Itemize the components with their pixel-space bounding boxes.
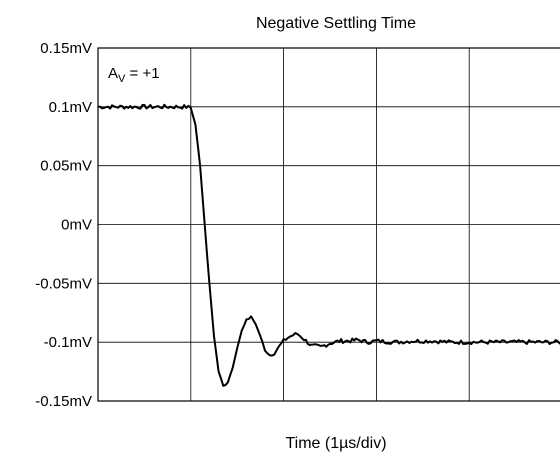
gain-annotation: AV = +1 xyxy=(108,65,160,85)
y-tick-label: 0.05mV xyxy=(40,158,92,175)
y-tick-label: -0.1mV xyxy=(44,334,92,351)
y-tick-label: 0.1mV xyxy=(49,99,92,116)
y-tick-label: 0.15mV xyxy=(40,40,92,57)
grid-lines xyxy=(98,48,560,401)
y-tick-label: 0mV xyxy=(61,217,92,234)
y-tick-label: -0.05mV xyxy=(35,275,92,292)
settling-waveform-line xyxy=(97,103,560,387)
y-tick-labels: 0.15mV 0.1mV 0.05mV 0mV -0.05mV -0.1mV -0.15mV xyxy=(35,40,92,410)
plot-frame xyxy=(97,47,560,402)
x-axis-label: Time (1µs/div) xyxy=(285,435,386,452)
y-tick-label: -0.15mV xyxy=(35,393,92,410)
chart-title: Negative Settling Time xyxy=(256,15,416,32)
